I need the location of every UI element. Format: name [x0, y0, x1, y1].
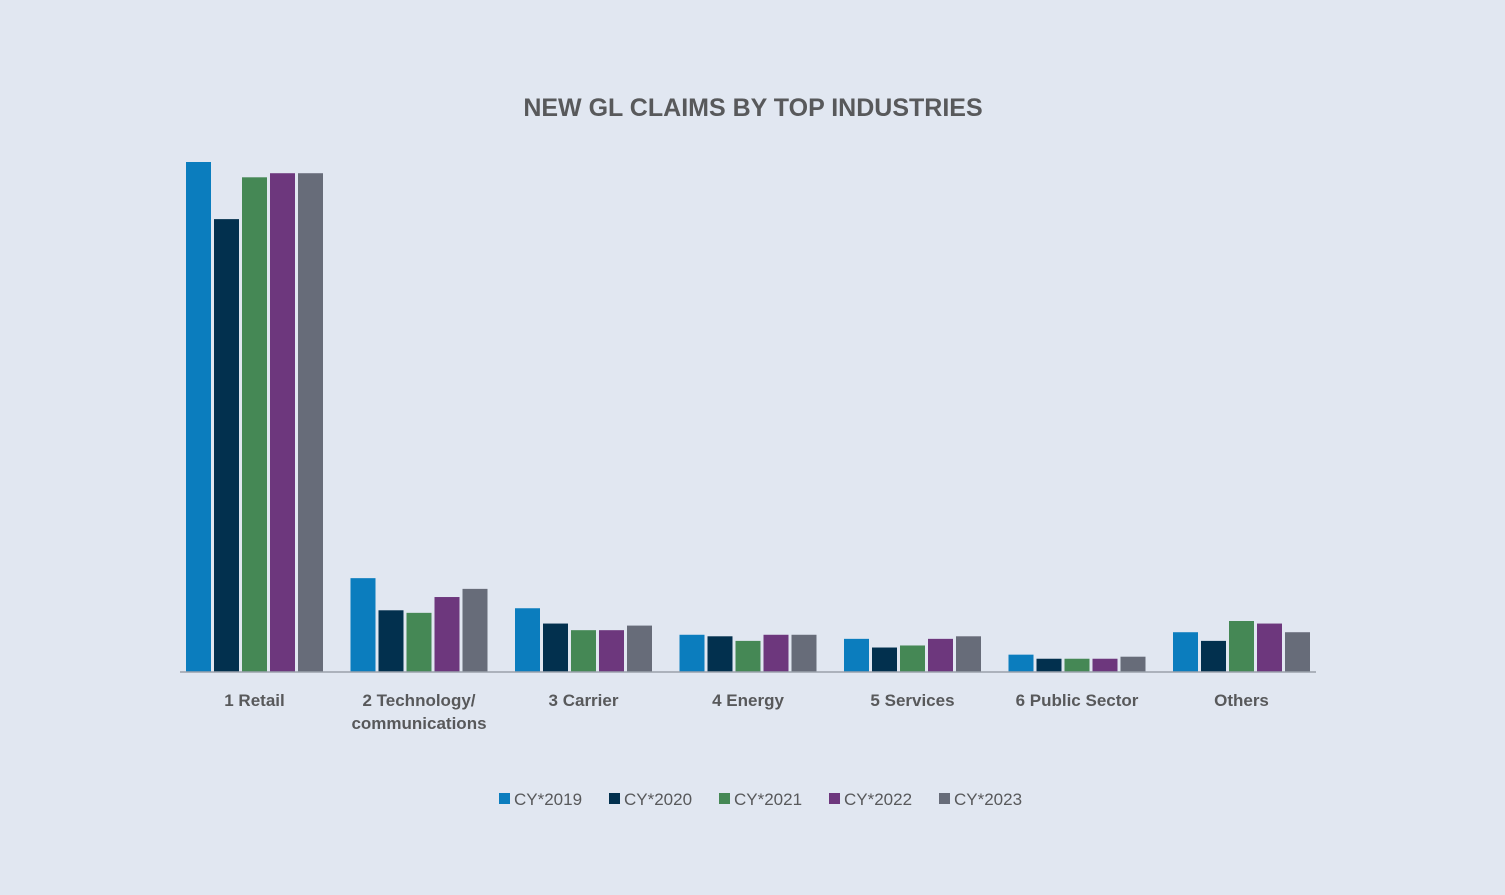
category-label-3-carrier: 3 Carrier — [549, 691, 619, 710]
bar-1-retail-cy-2019 — [186, 162, 211, 672]
bar-4-energy-cy-2021 — [735, 640, 761, 672]
bar-4-energy-cy-2022 — [763, 634, 789, 672]
legend-swatch — [829, 793, 840, 804]
bar-others-cy-2022 — [1257, 623, 1282, 672]
bar-3-carrier-cy-2019 — [515, 608, 540, 672]
category-labels: 1 Retail 2 Technology/communications 3 Car… — [224, 691, 1269, 733]
category-label-line: Others — [1214, 691, 1269, 710]
bar-others-cy-2023 — [1285, 632, 1310, 672]
category-label-6-public-sector: 6 Public Sector — [1016, 691, 1139, 710]
bar-3-carrier-cy-2022 — [599, 630, 624, 672]
legend-label: CY*2020 — [624, 790, 692, 809]
legend-item-cy-2022: CY*2022 — [829, 790, 912, 809]
legend-label: CY*2023 — [954, 790, 1022, 809]
category-label-line: 5 Services — [870, 691, 954, 710]
category-label-line: 1 Retail — [224, 691, 284, 710]
bar-5-services-cy-2020 — [872, 647, 897, 672]
bar-5-services-cy-2021 — [900, 645, 925, 672]
bar-3-carrier-cy-2023 — [627, 625, 652, 672]
legend-item-cy-2021: CY*2021 — [719, 790, 802, 809]
legend-swatch — [609, 793, 620, 804]
bar-others-cy-2020 — [1201, 640, 1226, 672]
bar-5-services-cy-2019 — [844, 638, 869, 672]
bars-group — [186, 162, 1310, 673]
category-label-5-services: 5 Services — [870, 691, 954, 710]
bar-4-energy-cy-2019 — [679, 634, 705, 672]
bar-1-retail-cy-2020 — [214, 219, 239, 672]
legend: CY*2019 CY*2020 CY*2021 CY*2022 CY*2023 — [499, 790, 1022, 809]
bar-2-technology-communications-cy-2020 — [378, 610, 404, 672]
bar-others-cy-2021 — [1229, 621, 1254, 672]
bar-1-retail-cy-2021 — [242, 177, 267, 673]
bar-6-public-sector-cy-2022 — [1092, 658, 1118, 672]
category-label-4-energy: 4 Energy — [712, 691, 784, 710]
bar-5-services-cy-2023 — [956, 636, 981, 672]
legend-item-cy-2020: CY*2020 — [609, 790, 692, 809]
category-label-line: 4 Energy — [712, 691, 784, 710]
category-label-others: Others — [1214, 691, 1269, 710]
bar-2-technology-communications-cy-2022 — [434, 597, 460, 672]
bar-1-retail-cy-2023 — [298, 173, 323, 672]
legend-item-cy-2023: CY*2023 — [939, 790, 1022, 809]
legend-swatch — [499, 793, 510, 804]
category-label-line: 2 Technology/ — [362, 691, 475, 710]
bar-1-retail-cy-2022 — [270, 173, 295, 672]
bar-2-technology-communications-cy-2023 — [462, 588, 488, 672]
bar-4-energy-cy-2023 — [791, 634, 817, 672]
bar-others-cy-2019 — [1173, 632, 1198, 672]
bar-2-technology-communications-cy-2021 — [406, 612, 432, 672]
bar-2-technology-communications-cy-2019 — [350, 578, 376, 672]
category-label-2-technology-communications: 2 Technology/communications — [351, 691, 486, 733]
legend-label: CY*2022 — [844, 790, 912, 809]
legend-swatch — [719, 793, 730, 804]
category-label-1-retail: 1 Retail — [224, 691, 284, 710]
legend-label: CY*2021 — [734, 790, 802, 809]
chart-title: NEW GL CLAIMS BY TOP INDUSTRIES — [523, 94, 982, 122]
legend-swatch — [939, 793, 950, 804]
legend-label: CY*2019 — [514, 790, 582, 809]
bar-4-energy-cy-2020 — [707, 636, 733, 672]
legend-item-cy-2019: CY*2019 — [499, 790, 582, 809]
bar-5-services-cy-2022 — [928, 638, 953, 672]
category-label-line: 6 Public Sector — [1016, 691, 1139, 710]
category-label-line: communications — [351, 714, 486, 733]
category-label-line: 3 Carrier — [549, 691, 619, 710]
bar-6-public-sector-cy-2020 — [1036, 658, 1062, 672]
bar-6-public-sector-cy-2023 — [1120, 656, 1146, 672]
bar-3-carrier-cy-2020 — [543, 623, 568, 672]
bar-3-carrier-cy-2021 — [571, 630, 596, 672]
bar-6-public-sector-cy-2019 — [1008, 654, 1034, 672]
bar-6-public-sector-cy-2021 — [1064, 658, 1090, 672]
